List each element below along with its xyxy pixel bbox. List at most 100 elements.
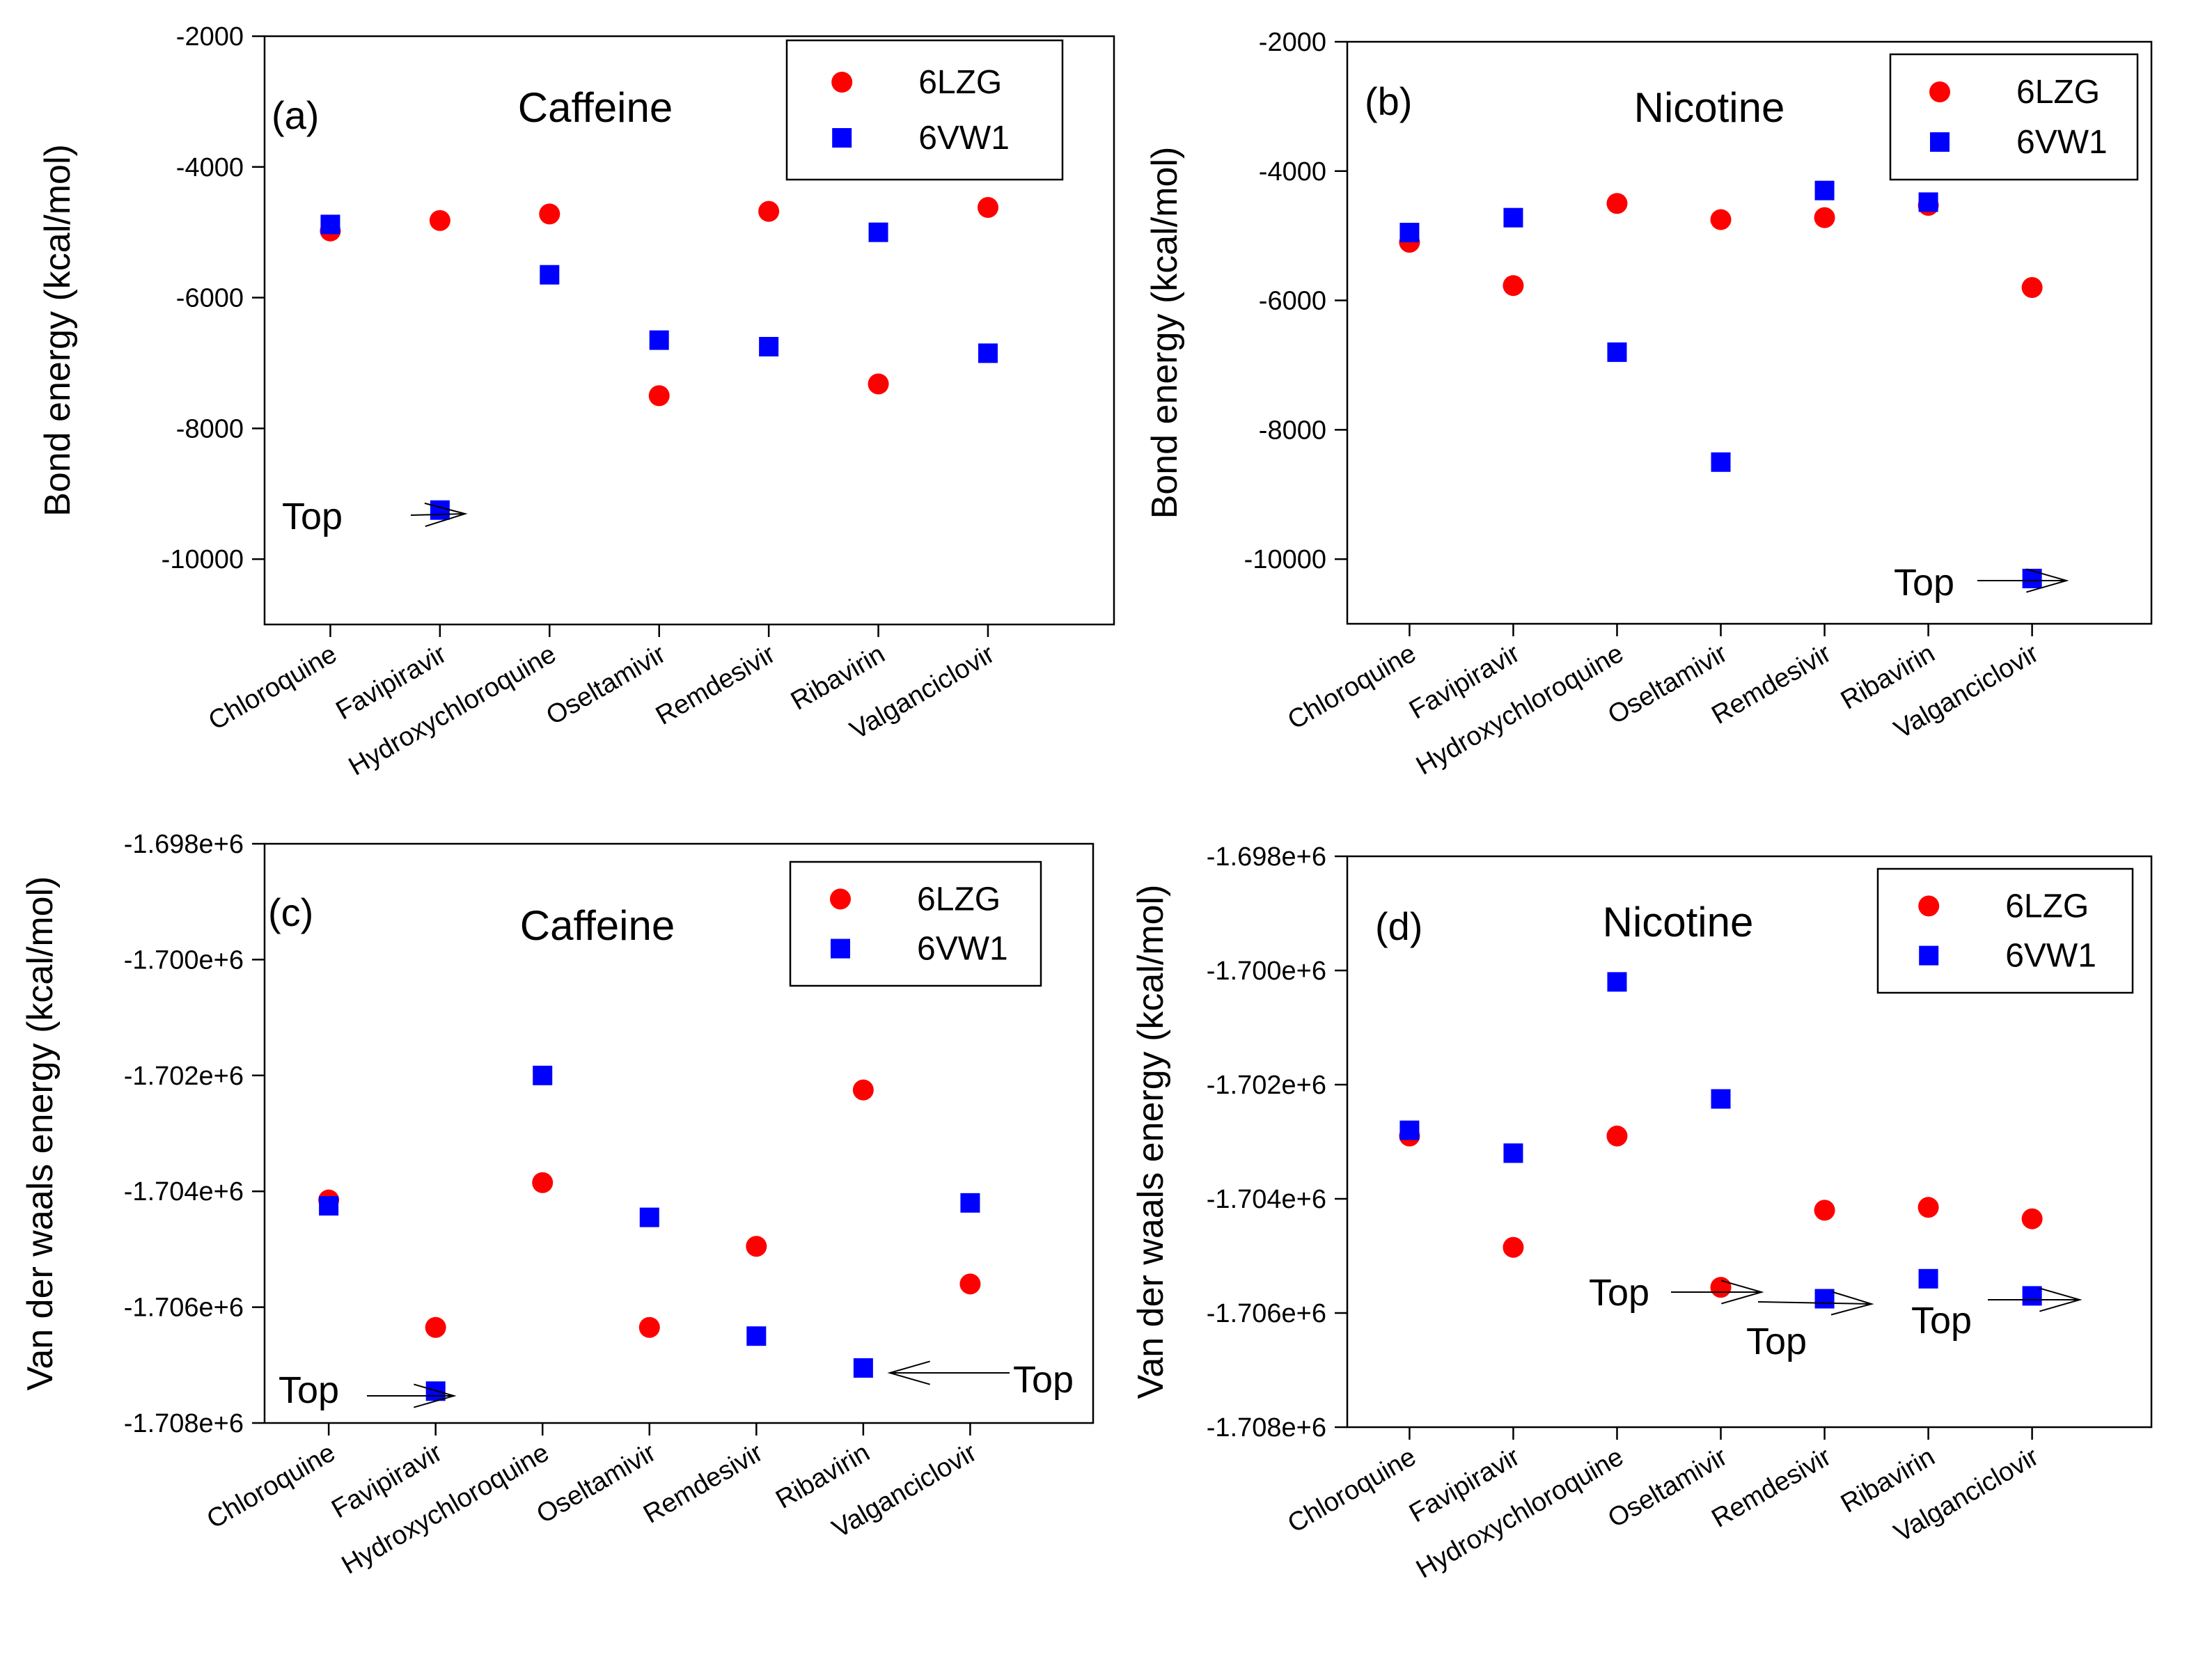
point-6lzg-valganciclovir (977, 196, 998, 218)
annotation-top: Top (1013, 1359, 1074, 1401)
annotation-arrowhead (424, 502, 468, 528)
legend: 6LZG 6VW1 (785, 39, 1064, 181)
legend-marker-6lzg (1918, 895, 1940, 917)
legend-label-6vw1: 6VW1 (918, 120, 1010, 157)
point-6lzg-oseltamivir (1710, 209, 1732, 230)
annotation-arrowhead (1830, 1291, 1874, 1316)
legend: 6LZG 6VW1 (1876, 867, 2134, 994)
x-tick-label: Hydroxychloroquine (337, 1438, 554, 1580)
x-tick-label: Hydroxychloroquine (344, 639, 561, 781)
point-6lzg-valganciclovir (2021, 1208, 2043, 1229)
point-6lzg-hydroxychloroquine (1606, 193, 1628, 214)
point-6vw1-oseltamivir (649, 330, 669, 350)
point-6lzg-remdesivir (746, 1236, 767, 1257)
point-6vw1-remdesivir (746, 1326, 767, 1346)
point-6lzg-ribavirin (1917, 1197, 1939, 1218)
annotation-arrow (410, 513, 466, 516)
legend-label-6lzg: 6LZG (2016, 74, 2100, 111)
x-tick-label: Chloroquine (1283, 638, 1420, 735)
point-6vw1-valganciclovir (960, 1193, 980, 1213)
legend-marker-6vw1 (832, 128, 852, 148)
point-6vw1-chloroquine (1399, 1120, 1420, 1140)
point-6vw1-valganciclovir (2022, 568, 2042, 588)
y-tick-label: -6000 (1259, 287, 1326, 316)
point-6lzg-ribavirin (852, 1079, 874, 1101)
legend-label-6lzg: 6LZG (2005, 888, 2089, 925)
x-tick-label: Remdesivir (638, 1438, 768, 1530)
y-tick-label: -1.708e+6 (1207, 1413, 1326, 1442)
point-6lzg-hydroxychloroquine (532, 1172, 554, 1193)
chart-panel-a: -2000-4000-6000-8000-10000ChloroquineFav… (38, 22, 1115, 782)
point-6vw1-chloroquine (1399, 223, 1420, 243)
annotation-top: Top (1589, 1272, 1649, 1314)
y-tick-label: -1.700e+6 (1207, 957, 1326, 986)
x-tick-label: Chloroquine (1283, 1442, 1420, 1539)
y-tick-label: -8000 (176, 414, 244, 443)
point-6vw1-ribavirin (853, 1358, 873, 1378)
point-6lzg-valganciclovir (2021, 276, 2043, 298)
y-axis-label: Van der waals energy (kcal/mol) (1131, 885, 1171, 1399)
annotation-arrowhead (414, 1383, 457, 1408)
point-6vw1-favipiravir (1503, 1143, 1523, 1163)
y-tick-label: -1.698e+6 (124, 830, 244, 859)
chart-panel-c: -1.698e+6 -1.700e+6 -1.702e+6 -1.704e+6 -1.7… (20, 830, 1095, 1580)
panel-label: (c) (268, 890, 313, 934)
y-tick-label: -8000 (1259, 416, 1326, 445)
point-6lzg-favipiravir (425, 1316, 446, 1338)
plot-frame (263, 842, 1095, 1424)
point-6vw1-remdesivir (759, 336, 779, 356)
legend-marker-6vw1 (1919, 945, 1939, 966)
x-tick-label: Remdesivir (1707, 638, 1836, 730)
y-axis-label: Bond energy (kcal/mol) (38, 144, 78, 517)
point-6lzg-oseltamivir (648, 385, 670, 407)
point-6vw1-oseltamivir (639, 1207, 659, 1227)
point-6lzg-valganciclovir (959, 1273, 981, 1295)
legend-label-6vw1: 6VW1 (2005, 938, 2096, 975)
annotation-arrowhead (2026, 568, 2069, 593)
point-6vw1-ribavirin (868, 222, 888, 242)
y-tick-label: -4000 (176, 153, 244, 182)
y-tick-label: -1.704e+6 (1207, 1185, 1326, 1214)
annotation-top: Top (1894, 562, 1954, 604)
y-tick-label: -2000 (176, 22, 244, 52)
y-tick-label: -1.702e+6 (1207, 1071, 1326, 1100)
legend-marker-6vw1 (1930, 132, 1950, 152)
annotation-arrowhead (887, 1360, 930, 1385)
panel-label: (b) (1365, 79, 1412, 123)
y-tick-label: -1.698e+6 (1207, 842, 1326, 872)
point-6lzg-favipiravir (1503, 275, 1524, 297)
point-6vw1-chloroquine (320, 214, 340, 235)
y-tick-label: -1.704e+6 (124, 1177, 244, 1206)
legend: 6LZG 6VW1 (1889, 53, 2139, 181)
annotation-arrow (1757, 1301, 1872, 1305)
legend-frame (1889, 53, 2139, 181)
chart-title: Nicotine (1603, 899, 1754, 945)
point-6vw1-remdesivir (1814, 180, 1835, 201)
y-tick-label: -1.706e+6 (124, 1294, 244, 1323)
annotation-arrowhead (1721, 1280, 1764, 1305)
y-tick-label: -6000 (176, 284, 244, 313)
legend-frame (785, 39, 1064, 181)
chart-title: Nicotine (1634, 84, 1785, 131)
point-6lzg-remdesivir (1814, 1200, 1835, 1221)
point-6vw1-favipiravir (430, 500, 450, 520)
legend: 6LZG 6VW1 (789, 860, 1042, 987)
point-6vw1-oseltamivir (1711, 1089, 1731, 1109)
y-tick-label: -1.702e+6 (124, 1062, 244, 1091)
x-tick-label: Oseltamivir (532, 1438, 661, 1530)
chart-title: Caffeine (520, 902, 675, 949)
point-6vw1-hydroxychloroquine (1607, 342, 1627, 362)
point-6vw1-valganciclovir (978, 343, 998, 363)
point-6vw1-valganciclovir (2022, 1286, 2042, 1306)
annotation-top: Top (1746, 1321, 1807, 1362)
legend-marker-6vw1 (831, 938, 850, 959)
legend-marker-6lzg (830, 888, 851, 910)
panel-label: (d) (1375, 904, 1422, 948)
point-6vw1-hydroxychloroquine (533, 1065, 553, 1085)
y-tick-label: -1.708e+6 (124, 1409, 244, 1438)
point-6vw1-remdesivir (1814, 1289, 1835, 1309)
x-tick-label: Remdesivir (651, 639, 781, 731)
y-tick-label: -1.700e+6 (124, 945, 244, 975)
plot-frame (263, 35, 1115, 626)
